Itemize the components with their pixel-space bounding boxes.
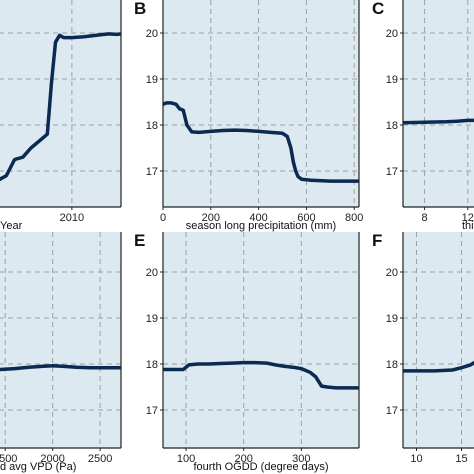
chart-panel-1: 2010 Year — [0, 0, 122, 232]
y-tick-label: 18 — [386, 359, 398, 371]
y-tick-label: 20 — [386, 28, 398, 40]
x-axis-label: fourth OGDD (degree days) — [193, 461, 328, 473]
y-tick-label: 17 — [386, 166, 398, 178]
x-tick-label: 400 — [249, 212, 267, 224]
x-tick-label: 200 — [235, 453, 253, 465]
series-line-1 — [163, 360, 359, 390]
chart-panel-6: 17 18 19 20 10 15 F — [372, 231, 474, 465]
x-tick-label: 12 — [462, 212, 474, 224]
x-tick-label: 200 — [202, 212, 220, 224]
series-line-1 — [403, 360, 474, 373]
y-tick-label: 18 — [146, 120, 158, 132]
y-tick-label: 17 — [146, 166, 158, 178]
chart-panel-4: 1500 2000 2500 d avg VPD (Pa) — [0, 232, 122, 473]
x-tick-label: 8 — [422, 212, 428, 224]
x-tick-label: 1500 — [0, 453, 17, 465]
y-tick-label: 18 — [146, 359, 158, 371]
x-axis-label: season long precipitation (mm) — [186, 220, 336, 232]
x-axis-label: Year — [0, 220, 23, 232]
x-tick-label: 2000 — [40, 453, 64, 465]
plot-background — [403, 0, 474, 207]
x-tick-label: 800 — [345, 212, 363, 224]
x-tick-label: 300 — [292, 453, 310, 465]
series-line-1 — [0, 364, 121, 372]
x-tick-label: 600 — [297, 212, 315, 224]
x-tick-label: 10 — [410, 453, 422, 465]
y-tick-label: 19 — [386, 313, 398, 325]
panel-letter: C — [372, 0, 384, 18]
y-tick-label: 17 — [386, 405, 398, 417]
series-line-1 — [163, 101, 359, 183]
y-tick-label: 20 — [386, 267, 398, 279]
panel-letter: F — [372, 231, 382, 250]
y-tick-label: 17 — [146, 405, 158, 417]
plot-background — [163, 0, 359, 207]
panel-letter: B — [134, 0, 146, 18]
series-line-1 — [403, 118, 474, 125]
x-tick-label: 2010 — [60, 212, 84, 224]
x-tick-label: 2500 — [88, 453, 112, 465]
x-axis-label: d avg VPD (Pa) — [0, 461, 76, 473]
y-tick-label: 19 — [146, 313, 158, 325]
plot-background — [0, 0, 121, 207]
x-axis-label: thi — [462, 220, 474, 232]
x-tick-label: 15 — [455, 453, 467, 465]
y-tick-label: 20 — [146, 28, 158, 40]
plot-background — [403, 232, 474, 448]
y-tick-label: 19 — [386, 74, 398, 86]
x-tick-label: 0 — [160, 212, 166, 224]
x-tick-label: 100 — [177, 453, 195, 465]
series-line-1 — [0, 32, 121, 182]
plot-background — [163, 232, 359, 448]
plot-background — [0, 232, 121, 448]
y-tick-label: 20 — [146, 267, 158, 279]
y-tick-label: 19 — [146, 74, 158, 86]
y-tick-label: 18 — [386, 120, 398, 132]
panel-letter: E — [134, 231, 145, 250]
